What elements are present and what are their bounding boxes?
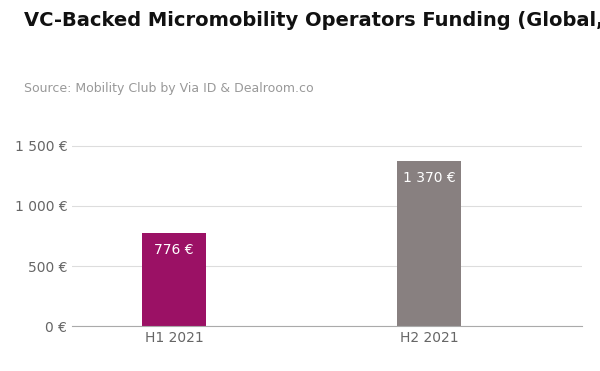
Text: 776 €: 776 € [154, 243, 194, 257]
Text: VC-Backed Micromobility Operators Funding (Global, in €M): VC-Backed Micromobility Operators Fundin… [24, 11, 600, 30]
Bar [397, 161, 461, 326]
Text: Source: Mobility Club by Via ID & Dealroom.co: Source: Mobility Club by Via ID & Dealro… [24, 82, 314, 95]
Text: 1 370 €: 1 370 € [403, 171, 455, 185]
Bar [142, 233, 206, 326]
